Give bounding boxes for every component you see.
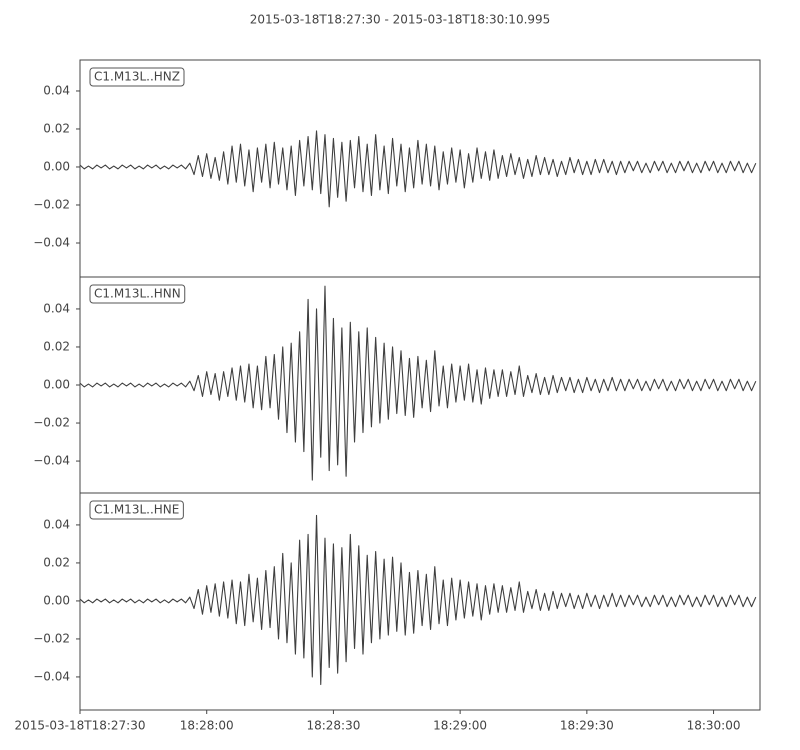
y-tick-label: 0.00 (43, 593, 70, 607)
channel-label-box (89, 500, 184, 520)
channel-label: C1.M13L..HNN (94, 287, 181, 301)
y-tick-label: −0.02 (33, 197, 70, 211)
x-tick-label: 18:29:30 (560, 719, 614, 733)
y-tick-label: −0.04 (33, 235, 70, 249)
y-tick-label: 0.04 (43, 517, 70, 531)
channel-label-box (89, 284, 186, 304)
x-tick-label: 18:30:00 (687, 719, 741, 733)
y-tick-label: 0.02 (43, 121, 70, 135)
channel-label-box (89, 67, 185, 87)
y-tick-label: 0.00 (43, 378, 70, 392)
waveform (79, 285, 757, 481)
y-tick-label: 0.04 (43, 83, 70, 97)
x-tick-label: 2015-03-18T18:27:30 (15, 719, 146, 733)
panel-frame (79, 492, 761, 711)
waveform (79, 130, 757, 208)
y-tick-label: −0.02 (33, 416, 70, 430)
channel-label: C1.M13L..HNE (94, 503, 179, 517)
y-tick-label: −0.02 (33, 631, 70, 645)
y-tick-label: 0.04 (43, 301, 70, 315)
figure-title: 2015-03-18T18:27:30 - 2015-03-18T18:30:1… (250, 13, 551, 27)
y-tick-label: −0.04 (33, 454, 70, 468)
x-tick-label: 18:28:00 (180, 719, 234, 733)
y-tick-label: −0.04 (33, 669, 70, 683)
channel-label: C1.M13L..HNZ (94, 70, 180, 84)
y-tick-label: 0.00 (43, 159, 70, 173)
y-tick-label: 0.02 (43, 555, 70, 569)
y-tick-label: 0.02 (43, 339, 70, 353)
x-tick-label: 18:28:30 (306, 719, 360, 733)
waveform (79, 514, 757, 686)
x-tick-label: 18:29:00 (433, 719, 487, 733)
